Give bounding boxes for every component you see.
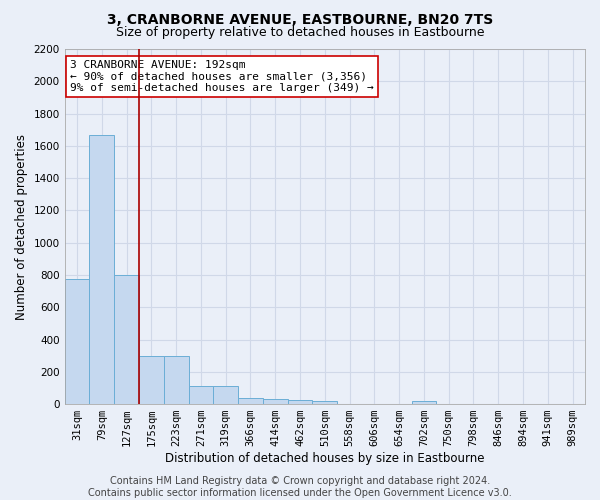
Bar — [139, 356, 164, 404]
Text: 3 CRANBORNE AVENUE: 192sqm
← 90% of detached houses are smaller (3,356)
9% of se: 3 CRANBORNE AVENUE: 192sqm ← 90% of deta… — [70, 60, 374, 93]
Bar — [313, 401, 337, 404]
Bar — [287, 400, 313, 404]
Bar — [214, 386, 238, 404]
Y-axis label: Number of detached properties: Number of detached properties — [15, 134, 28, 320]
Bar — [89, 134, 114, 404]
Bar — [164, 356, 188, 404]
Text: Size of property relative to detached houses in Eastbourne: Size of property relative to detached ho… — [116, 26, 484, 39]
Bar — [188, 386, 214, 404]
Text: Contains HM Land Registry data © Crown copyright and database right 2024.
Contai: Contains HM Land Registry data © Crown c… — [88, 476, 512, 498]
X-axis label: Distribution of detached houses by size in Eastbourne: Distribution of detached houses by size … — [165, 452, 485, 465]
Bar — [65, 279, 89, 404]
Bar — [114, 275, 139, 404]
Bar — [238, 398, 263, 404]
Bar — [263, 399, 287, 404]
Bar — [412, 401, 436, 404]
Text: 3, CRANBORNE AVENUE, EASTBOURNE, BN20 7TS: 3, CRANBORNE AVENUE, EASTBOURNE, BN20 7T… — [107, 12, 493, 26]
